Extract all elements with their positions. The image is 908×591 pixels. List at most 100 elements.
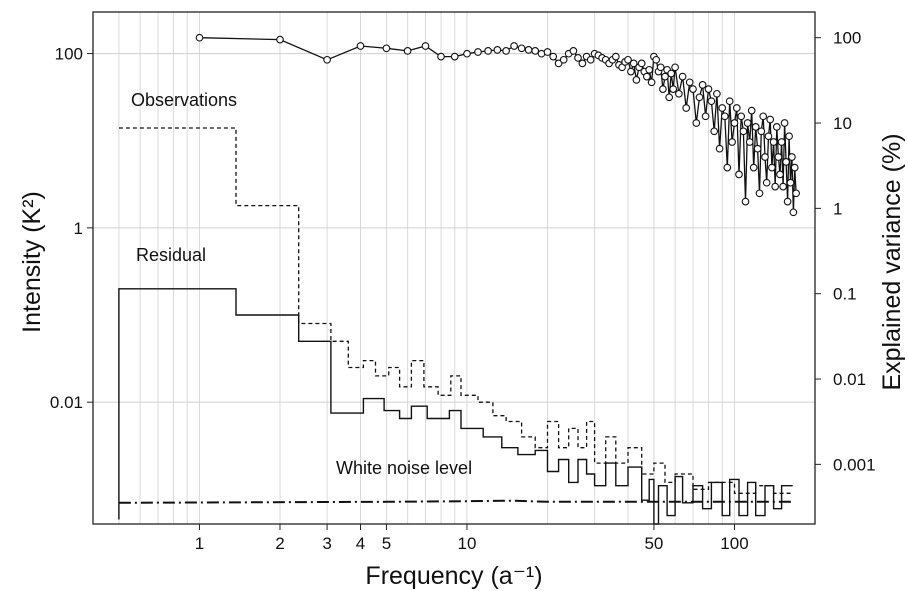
explained-variance-point <box>759 112 768 121</box>
explained-variance-point <box>510 42 518 50</box>
explained-variance-point <box>772 123 781 131</box>
x-tick-label: 2 <box>275 534 284 553</box>
series-layer <box>118 33 800 525</box>
explained-variance-point <box>783 197 792 206</box>
explained-variance-point <box>788 153 796 161</box>
explained-variance-point <box>737 112 746 121</box>
explained-variance-point <box>715 144 724 153</box>
explained-variance-point <box>780 119 789 127</box>
explained-variance-point <box>732 104 741 112</box>
series-observations <box>118 127 793 494</box>
explained-variance-point <box>531 47 540 55</box>
explained-variance-point <box>771 182 780 191</box>
explained-variance-point <box>720 112 729 121</box>
explained-variance-point <box>789 208 798 217</box>
y-left-tick-label: 0.01 <box>50 393 83 412</box>
series-white-noise-level <box>118 499 793 504</box>
explained-variance-point <box>757 127 766 136</box>
explained-variance-point <box>735 170 743 179</box>
explained-variance-point <box>474 48 482 56</box>
y-right-tick-label: 100 <box>833 29 861 48</box>
explained-variance-point <box>517 44 526 53</box>
explained-variance-point <box>629 59 638 68</box>
explained-variance-point <box>701 112 710 121</box>
plot-frame <box>92 11 816 525</box>
explained-variance-point <box>707 97 716 106</box>
explained-variance-point <box>723 163 732 172</box>
x-tick-label: 3 <box>322 534 331 553</box>
x-tick-label: 50 <box>644 534 663 553</box>
explained-variance-point <box>403 47 412 55</box>
explained-variance-point <box>776 170 784 179</box>
explained-variance-point <box>578 59 587 68</box>
explained-variance-point <box>574 54 582 62</box>
explained-variance-point <box>637 59 646 68</box>
explained-variance-point <box>645 65 654 74</box>
explained-variance-point <box>276 35 284 44</box>
explained-variance-point <box>323 55 331 64</box>
explained-variance-point <box>747 106 756 115</box>
explained-variance-point <box>669 85 678 93</box>
explained-variance-point <box>642 72 651 81</box>
explained-variance-point <box>725 97 734 106</box>
explained-variance-point <box>698 81 707 89</box>
explained-variance-point <box>739 127 748 136</box>
explained-variance-point <box>713 89 721 98</box>
y-right-tick-label: 1 <box>833 199 842 218</box>
explained-variance-point <box>785 132 793 141</box>
explained-variance-point <box>786 178 795 187</box>
explained-variance-point <box>569 47 578 55</box>
series-explained-variance <box>199 37 797 213</box>
explained-variance-point <box>632 76 641 84</box>
explained-variance-point <box>682 104 691 112</box>
explained-variance-point <box>356 42 365 50</box>
explained-variance-point <box>755 189 764 198</box>
explained-variance-point <box>627 67 635 76</box>
explained-variance-point <box>554 59 563 68</box>
x-tick-label: 10 <box>458 534 477 553</box>
explained-variance-point <box>559 55 568 64</box>
explained-variance-point <box>671 63 679 72</box>
explained-variance-point <box>782 158 790 166</box>
explained-variance-point <box>751 123 760 131</box>
y-right-tick-label: 0.01 <box>833 370 866 389</box>
explained-variance-point <box>704 85 713 93</box>
explained-variance-point <box>437 52 445 61</box>
explained-variance-point <box>718 104 727 112</box>
ticks: 1 2 3 4 5 10 50 100 100 1 0.01 100 10 1 0.1 0.01 0.001 <box>50 29 876 553</box>
explained-variance-point <box>730 119 739 127</box>
explained-variance-point <box>678 72 687 81</box>
explained-variance-point <box>753 144 762 153</box>
explained-variance-point <box>749 163 758 172</box>
explained-variance-point <box>745 138 754 146</box>
explained-variance-point <box>790 163 799 172</box>
explained-variance-point <box>675 89 683 98</box>
explained-variance-point <box>692 119 701 127</box>
explained-variance-point <box>667 69 676 78</box>
explained-variance-point <box>741 197 750 206</box>
explained-variance-point <box>421 42 430 50</box>
explained-variance-point <box>766 115 775 124</box>
explained-variance-point <box>695 93 704 102</box>
explained-variance-point <box>586 55 595 64</box>
x-tick-label: 4 <box>356 534 365 553</box>
annotation-residual: Residual <box>136 245 206 265</box>
explained-variance-point <box>502 47 510 55</box>
explained-variance-point <box>661 72 669 81</box>
explained-variance-point <box>524 46 533 54</box>
explained-variance-point <box>624 55 632 64</box>
explained-variance-point <box>792 189 800 198</box>
explained-variance-point <box>728 138 736 146</box>
explained-variance-point <box>665 93 674 102</box>
explained-variance-point <box>484 47 492 55</box>
explained-variance-point <box>762 178 771 187</box>
explained-variance-point <box>689 85 697 93</box>
x-tick-label: 5 <box>382 534 391 553</box>
explained-variance-point <box>761 153 769 161</box>
explained-variance-point <box>611 52 620 61</box>
y-left-tick-label: 1 <box>74 219 83 238</box>
explained-variance-point <box>652 55 661 64</box>
x-tick-label: 1 <box>195 534 204 553</box>
y-right-tick-label: 0.1 <box>833 285 857 304</box>
